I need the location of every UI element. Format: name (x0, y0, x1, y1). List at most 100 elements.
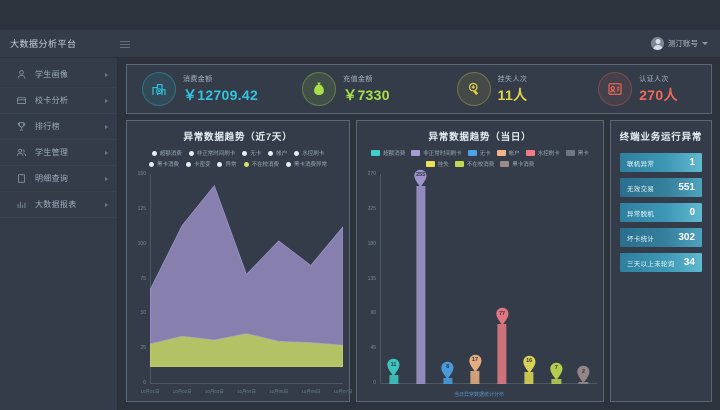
y-axis-tick-label: 0 (373, 380, 376, 386)
shop-money-icon (141, 72, 176, 106)
pin-marker-icon (468, 354, 482, 372)
y-axis: 0 25 50 75 100 125 150 (131, 171, 148, 386)
bar-column[interactable]: 2 (577, 174, 590, 384)
bar-column[interactable]: 7 (550, 174, 563, 384)
bar-column[interactable]: 17 (468, 174, 482, 384)
sidebar-item-student-management[interactable]: 学生管理 (0, 140, 117, 166)
kpi-value: ￥7330 (343, 86, 390, 103)
status-row[interactable]: 无效交易 551 (620, 178, 702, 197)
bar (497, 324, 507, 384)
legend-item[interactable]: 不在校消费 (454, 160, 494, 168)
legend-item[interactable]: 黑卡消费异常 (286, 160, 327, 168)
x-axis-line (150, 383, 343, 384)
legend-item[interactable]: 黑卡 (565, 149, 589, 157)
legend-label: 无卡 (479, 151, 491, 157)
legend-item[interactable]: 黑卡消费 (500, 160, 534, 168)
sidebar-item-label: 学生画像 (35, 70, 69, 79)
legend-label: 挂失 (437, 162, 449, 168)
legend-label: 卡密变 (193, 162, 211, 168)
y-axis-tick-label: 90 (370, 310, 376, 317)
chevron-right-icon (105, 124, 108, 129)
legend-item[interactable]: 黑卡消费 (148, 160, 179, 168)
bar (524, 371, 534, 384)
menu-collapse-icon[interactable] (118, 37, 132, 51)
legend-item[interactable]: 挂失 (425, 160, 449, 168)
legend-item[interactable]: 卡密变 (185, 160, 211, 168)
kpi-label: 消费金额 (182, 75, 213, 83)
x-axis-tick-label: 10月04日 (236, 389, 257, 394)
user-portrait-icon (16, 69, 27, 80)
legend-label: 黑卡 (577, 151, 589, 157)
legend-item[interactable]: 无卡 (467, 149, 491, 157)
money-bag-icon (302, 72, 337, 106)
legend-label: 超额消费 (159, 151, 182, 157)
document-icon (16, 173, 27, 184)
sidebar-item-bigdata-report[interactable]: 大数据报表 (0, 192, 117, 218)
legend-item[interactable]: 超额消费 (151, 149, 182, 157)
sidebar-item-ranking[interactable]: 排行榜 (0, 114, 117, 140)
status-row[interactable]: 联机异常 1 (620, 153, 702, 172)
legend-item[interactable]: 非正常时间刷卡 (188, 149, 235, 157)
y-axis-line (380, 174, 381, 384)
y-axis-tick-label: 225 (367, 205, 376, 212)
kpi-card-authentication: 认证人次 270人 (565, 72, 711, 106)
pin-marker-icon (550, 362, 563, 380)
legend-item[interactable]: 帐户 (268, 149, 287, 157)
bar (443, 377, 453, 384)
bar-value-pin: 77 (495, 307, 510, 326)
panel-trend-today: 异常数据趋势（当日） 超额消费 非正常时间刷卡 无卡 帐户 水控刷卡 黑卡 挂失 不在校消费 黑… (356, 120, 604, 402)
bar-value-label: 77 (499, 310, 506, 317)
legend-label: 水控刷卡 (302, 151, 325, 157)
y-axis-tick-label: 25 (140, 345, 146, 352)
x-axis-tick-label: 10月06日 (301, 389, 321, 394)
sidebar-item-card-analysis[interactable]: 校卡分析 (0, 88, 117, 114)
report-icon (16, 199, 27, 210)
kpi-card-consumption: 消费金额 ￥12709.42 (127, 72, 273, 106)
bar-column[interactable]: 77 (495, 174, 509, 384)
legend-item[interactable]: 水控刷卡 (294, 149, 324, 157)
sidebar-item-student-portrait[interactable]: 学生画像 (0, 62, 117, 88)
legend-item[interactable]: 非正常时间刷卡 (411, 149, 462, 157)
bar (470, 370, 480, 384)
status-row[interactable]: 坏卡统计 302 (620, 228, 702, 247)
legend-item[interactable]: 异常 (217, 160, 237, 168)
legend-item[interactable]: 超额消费 (371, 149, 405, 157)
bar-column[interactable]: 16 (523, 174, 536, 384)
legend-dot-icon (188, 150, 194, 156)
bar-column[interactable]: 11 (386, 174, 401, 384)
legend-label: 无卡 (250, 151, 262, 157)
chevron-right-icon (105, 98, 108, 103)
y-axis-line (150, 174, 151, 384)
bar-value-label: 11 (390, 361, 397, 368)
legend-dot-icon (185, 161, 191, 167)
sidebar-item-label: 明细查询 (35, 174, 69, 183)
main-content: 消费金额 ￥12709.42 充值金额 ￥7330 (118, 58, 720, 410)
legend-swatch-icon (371, 150, 381, 156)
legend-item[interactable]: 不在校消费 (243, 160, 279, 168)
sidebar-item-label: 大数据报表 (35, 200, 77, 209)
legend-item[interactable]: 水控刷卡 (525, 149, 560, 157)
status-row[interactable]: 三天以上未轮询 34 (620, 253, 702, 272)
legend-swatch-icon (500, 161, 510, 167)
status-row-value: 302 (678, 232, 695, 243)
bar-value-pin: 11 (386, 358, 401, 377)
bar-value-label: 16 (526, 358, 533, 365)
status-list: 联机异常 1 无效交易 551 异常脱机 0 坏卡统计 302 三天以上未轮询 34 (611, 149, 711, 272)
bar-value-label: 2 (581, 368, 585, 375)
y-axis-tick-label: 100 (137, 240, 146, 247)
bar-column[interactable]: 8 (441, 174, 454, 384)
x-axis-line (380, 383, 597, 384)
kpi-strip: 消费金额 ￥12709.42 充值金额 ￥7330 (126, 64, 712, 114)
legend-label: 水控刷卡 (537, 151, 560, 157)
user-menu[interactable]: 测汀账号 (651, 37, 720, 50)
status-row[interactable]: 异常脱机 0 (620, 203, 702, 222)
kpi-label: 认证人次 (639, 75, 669, 83)
legend-item[interactable]: 帐户 (496, 149, 520, 157)
status-row-value: 551 (678, 182, 695, 193)
legend-label: 帐户 (508, 151, 520, 157)
chevron-down-icon (702, 42, 708, 45)
bar-column[interactable]: 255 (414, 169, 427, 384)
sidebar-item-detail-query[interactable]: 明细查询 (0, 166, 117, 192)
legend-item[interactable]: 无卡 (242, 149, 261, 157)
